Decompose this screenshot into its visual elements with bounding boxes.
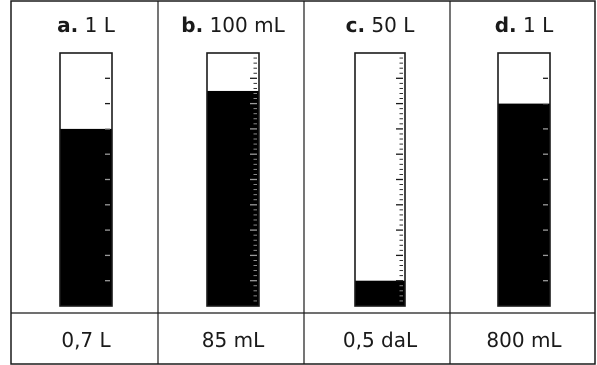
cylinder-d-letter: d. [494,13,517,37]
cylinder-a-header: a. 1 L [57,13,115,37]
cylinder-b-answer: 85 mL [201,328,265,352]
cylinder-c-capacity: 50 L [371,13,415,37]
cylinder-b-liquid [207,90,259,306]
cylinder-d [497,52,551,307]
cylinder-d-liquid [498,103,550,306]
cylinder-c-liquid [355,280,405,306]
cylinder-a-answer: 0,7 L [61,328,111,352]
cylinder-a [59,52,113,307]
cylinder-a-capacity: 1 L [84,13,115,37]
cylinder-c-letter: c. [345,13,366,37]
cylinder-d-capacity: 1 L [523,13,554,37]
cylinder-b [206,52,260,307]
cylinder-c-header: c. 50 L [346,13,415,37]
cylinder-b-outline [206,52,260,307]
cylinder-d-header: d. 1 L [495,13,554,37]
cylinder-c-outline [354,52,406,307]
cylinder-c [354,52,406,307]
cylinder-d-outline [497,52,551,307]
cylinder-a-liquid [60,128,112,306]
cylinder-a-letter: a. [57,13,79,37]
table-border [10,0,596,365]
cylinder-b-capacity: 100 mL [209,13,285,37]
cylinder-a-outline [59,52,113,307]
cylinder-b-letter: b. [181,13,204,37]
cylinder-c-answer: 0,5 daL [342,328,418,352]
cylinder-d-answer: 800 mL [486,328,562,352]
cylinder-b-header: b. 100 mL [181,13,284,37]
